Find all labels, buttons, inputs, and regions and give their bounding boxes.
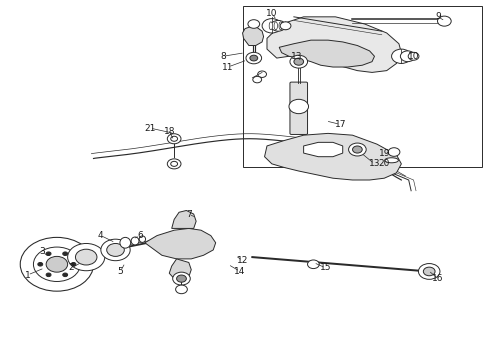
Circle shape xyxy=(171,161,177,166)
Ellipse shape xyxy=(131,237,139,245)
Polygon shape xyxy=(172,211,196,228)
Text: 7: 7 xyxy=(186,210,192,219)
Circle shape xyxy=(392,49,411,63)
Polygon shape xyxy=(265,134,401,180)
Ellipse shape xyxy=(385,158,398,163)
Circle shape xyxy=(248,20,260,28)
Text: 6: 6 xyxy=(137,231,143,240)
Text: 10: 10 xyxy=(408,52,419,61)
Circle shape xyxy=(46,273,51,276)
Text: 10: 10 xyxy=(266,9,278,18)
Circle shape xyxy=(167,159,181,169)
Circle shape xyxy=(290,55,308,68)
Circle shape xyxy=(20,237,94,291)
Polygon shape xyxy=(169,259,191,280)
Circle shape xyxy=(33,247,80,282)
Circle shape xyxy=(171,136,177,141)
Polygon shape xyxy=(243,27,264,45)
Text: 11: 11 xyxy=(222,63,234,72)
Circle shape xyxy=(46,256,68,272)
Text: 9: 9 xyxy=(435,12,441,21)
Circle shape xyxy=(400,51,415,62)
Text: 20: 20 xyxy=(379,159,390,168)
Circle shape xyxy=(308,260,319,269)
Circle shape xyxy=(250,55,258,61)
Ellipse shape xyxy=(139,236,146,242)
Circle shape xyxy=(352,146,362,153)
Polygon shape xyxy=(145,228,216,259)
Circle shape xyxy=(101,239,130,261)
Circle shape xyxy=(63,273,68,276)
Circle shape xyxy=(46,252,51,256)
Ellipse shape xyxy=(120,237,131,248)
Circle shape xyxy=(348,143,366,156)
Polygon shape xyxy=(304,142,343,157)
Text: 16: 16 xyxy=(432,274,444,283)
Ellipse shape xyxy=(274,22,277,30)
Circle shape xyxy=(423,267,435,276)
Circle shape xyxy=(68,243,105,271)
Circle shape xyxy=(438,16,451,26)
Text: 18: 18 xyxy=(164,127,175,136)
Text: 15: 15 xyxy=(320,264,331,273)
Text: 5: 5 xyxy=(118,267,123,276)
Text: 13: 13 xyxy=(369,159,380,168)
Text: 2: 2 xyxy=(69,264,74,273)
Circle shape xyxy=(71,262,76,266)
Circle shape xyxy=(172,272,190,285)
Circle shape xyxy=(271,21,286,31)
Circle shape xyxy=(418,264,440,279)
Ellipse shape xyxy=(284,22,287,30)
Circle shape xyxy=(75,249,97,265)
Circle shape xyxy=(280,22,291,30)
Circle shape xyxy=(175,285,187,294)
Circle shape xyxy=(253,76,262,83)
Bar xyxy=(243,6,482,167)
Text: 1: 1 xyxy=(24,270,30,279)
Text: 21: 21 xyxy=(144,123,155,132)
Ellipse shape xyxy=(269,22,272,30)
Polygon shape xyxy=(267,17,401,72)
Text: 14: 14 xyxy=(234,267,246,276)
Circle shape xyxy=(258,71,267,77)
Circle shape xyxy=(294,58,304,65)
Text: 8: 8 xyxy=(220,52,226,61)
Text: 17: 17 xyxy=(335,120,346,129)
Text: 12: 12 xyxy=(237,256,248,265)
Circle shape xyxy=(388,148,400,156)
Circle shape xyxy=(38,262,43,266)
Circle shape xyxy=(167,134,181,144)
Text: 4: 4 xyxy=(98,231,104,240)
Circle shape xyxy=(408,52,419,60)
Text: 3: 3 xyxy=(39,247,45,256)
Circle shape xyxy=(107,243,124,256)
Polygon shape xyxy=(279,40,374,67)
Circle shape xyxy=(246,52,262,64)
Circle shape xyxy=(289,99,309,114)
Text: 13: 13 xyxy=(291,52,302,61)
FancyBboxPatch shape xyxy=(290,82,308,134)
Circle shape xyxy=(63,252,68,256)
Text: 19: 19 xyxy=(378,149,390,158)
Circle shape xyxy=(262,19,282,33)
Circle shape xyxy=(176,275,186,282)
Ellipse shape xyxy=(279,22,282,30)
